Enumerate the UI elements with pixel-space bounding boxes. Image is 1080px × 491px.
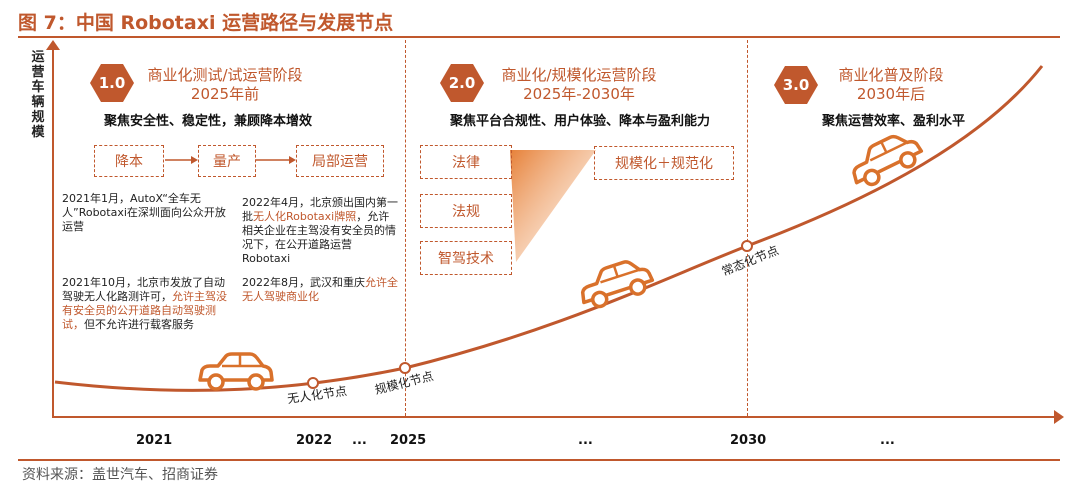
- phase-1-name: 商业化测试/试运营阶段: [147, 66, 303, 84]
- annotation-text: 2022年8月，武汉和重庆: [242, 276, 365, 289]
- annotation-text: 但不允许进行载客服务: [84, 318, 194, 331]
- phase-1-period: 2025年前: [190, 85, 260, 103]
- annotation-beijing-2021: 2021年10月，北京市发放了自动驾驶无人化路测许可，允许主驾没有安全员的公开道…: [62, 276, 234, 332]
- figure-title: 图 7：中国 Robotaxi 运营路径与发展节点: [18, 12, 394, 34]
- annotation-text: 2021年10月，北京市发放了自动驾驶无人化路测许可，: [62, 276, 225, 303]
- x-label-2025: 2025: [390, 433, 427, 448]
- factor-box-tech: 智驾技术: [420, 241, 512, 275]
- car-icon: [852, 134, 924, 187]
- phase-1-title: 商业化测试/试运营阶段 2025年前: [140, 66, 310, 104]
- phase-2-focus: 聚焦平台合规性、用户体验、降本与盈利能力: [450, 114, 711, 129]
- x-label-ellipsis-2: ...: [578, 433, 593, 448]
- phase-1-focus: 聚焦安全性、稳定性，兼顾降本增效: [104, 114, 313, 129]
- annotation-beijing-2022: 2022年4月，北京颁出国内第一批无人化Robotaxi牌照，允许相关企业在主驾…: [242, 196, 398, 266]
- phase-2-period: 2025年-2030年: [523, 85, 635, 103]
- y-axis-label: 运营车辆规模: [31, 50, 45, 140]
- phase-3-focus: 聚焦运营效率、盈利水平: [822, 114, 966, 129]
- x-label-ellipsis-1: ...: [352, 433, 367, 448]
- factor-box-law: 法律: [420, 145, 512, 179]
- flow-box-mass-production: 量产: [198, 145, 256, 177]
- annotation-highlight: 允许主驾没有安全员的公开道路自动驾驶测试，: [62, 290, 227, 331]
- convergence-fan: [510, 150, 596, 262]
- flow-arrow-head-2: [289, 156, 296, 164]
- phase-3-title: 商业化普及阶段 2030年后: [826, 66, 956, 104]
- phase-2-title: 商业化/规模化运营阶段 2025年-2030年: [484, 66, 674, 104]
- title-rule: [18, 36, 1060, 38]
- flow-box-cost: 降本: [94, 145, 164, 177]
- divider-2030: [747, 40, 748, 416]
- annotation-highlight: 无人化Robotaxi牌照: [253, 210, 357, 223]
- x-axis: [52, 416, 1058, 418]
- footer-rule: [18, 459, 1060, 461]
- flow-arrow-head-1: [191, 156, 198, 164]
- source-note: 资料来源：盖世汽车、招商证券: [22, 467, 218, 483]
- phase-3-name: 商业化普及阶段: [838, 66, 944, 84]
- car-icon: [580, 260, 655, 309]
- milestone-dot-unmanned: [307, 377, 319, 389]
- annotation-autox: 2021年1月，AutoX“全车无人”Robotaxi在深圳面向公众开放运营: [62, 192, 226, 233]
- divider-2025: [405, 40, 406, 416]
- x-label-2022: 2022: [296, 433, 333, 448]
- flow-box-local-operation: 局部运营: [296, 145, 384, 177]
- x-axis-arrow: [1054, 410, 1064, 424]
- car-icon: [198, 352, 274, 391]
- factor-box-regulation: 法规: [420, 194, 512, 228]
- annotation-text: ，允许相关企业在主驾没有安全员的情况下，在公开道路运营Robotaxi: [242, 210, 396, 265]
- annotation-wuhan-chongqing: 2022年8月，武汉和重庆允许全无人驾驶商业化: [242, 276, 398, 304]
- phase-2-name: 商业化/规模化运营阶段: [501, 66, 657, 84]
- y-axis-arrow: [46, 40, 60, 50]
- phase-2-badge: 2.0: [440, 64, 484, 102]
- annotation-highlight: 允许全无人驾驶商业化: [242, 276, 398, 303]
- milestone-dot-normal: [741, 240, 753, 252]
- phase-1-badge: 1.0: [90, 64, 134, 102]
- scale-box: 规模化＋规范化: [594, 146, 734, 180]
- annotation-text: 2022年4月，北京颁出国内第一批: [242, 196, 398, 223]
- x-label-2021: 2021: [136, 433, 173, 448]
- milestone-dot-scale: [399, 362, 411, 374]
- y-axis: [52, 46, 54, 418]
- x-label-ellipsis-3: ...: [880, 433, 895, 448]
- x-label-2030: 2030: [730, 433, 767, 448]
- phase-3-period: 2030年后: [856, 85, 926, 103]
